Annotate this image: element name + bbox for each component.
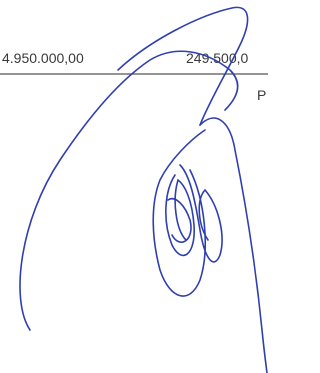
document-fragment: 4.950.000,00 249.500,0 P <box>0 0 268 373</box>
signature-layer <box>0 0 268 373</box>
signature <box>20 7 267 373</box>
